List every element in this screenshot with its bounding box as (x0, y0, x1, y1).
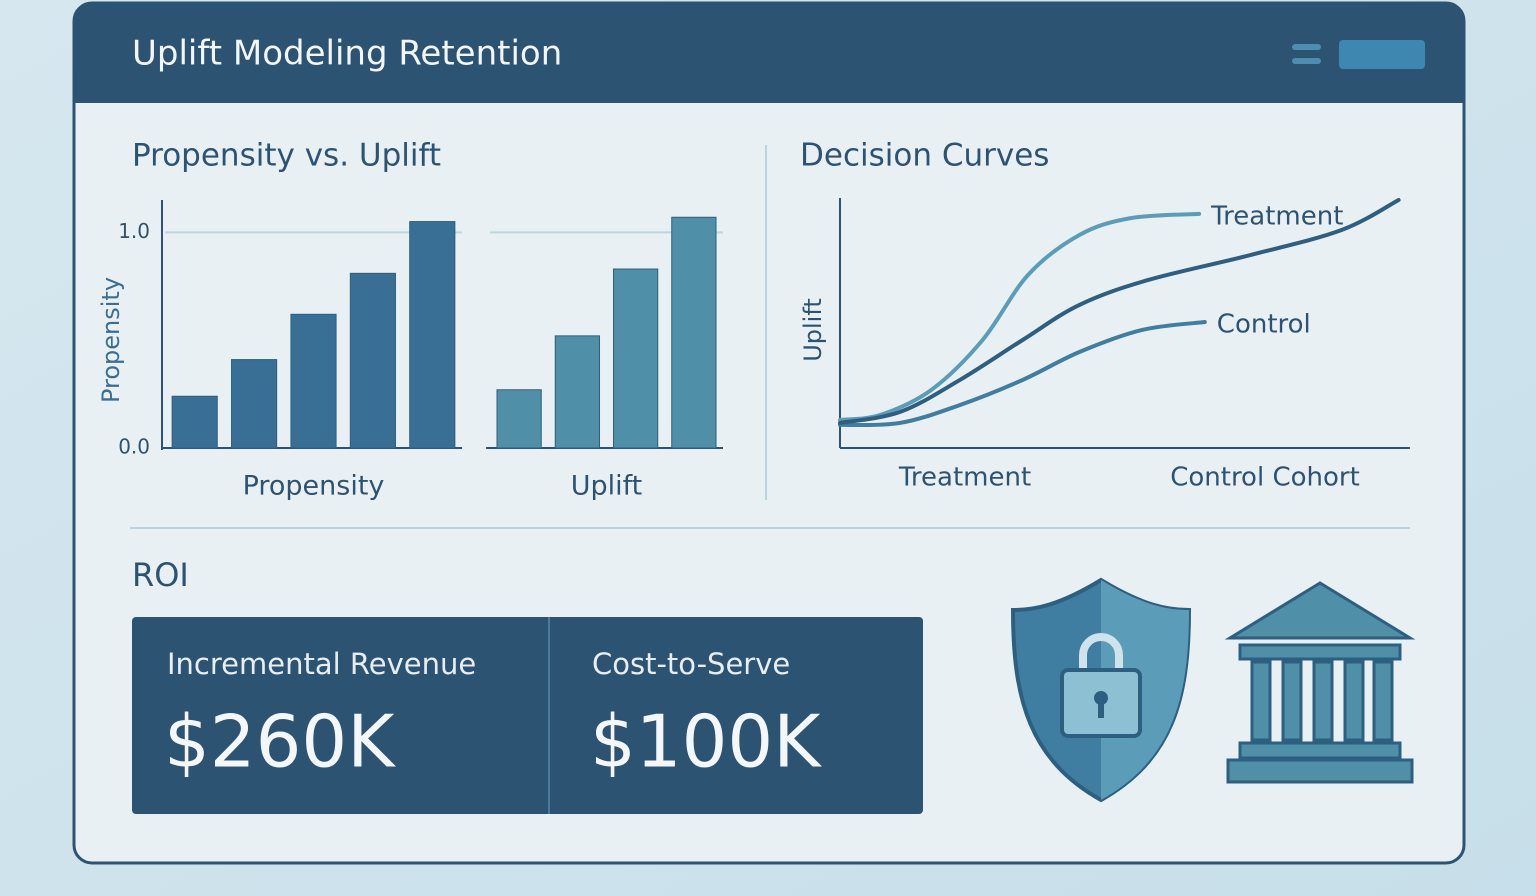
legend-label: Treatment (1210, 201, 1343, 231)
y-axis-label: Uplift (799, 298, 827, 362)
shield-icon (1010, 577, 1192, 803)
bar (409, 221, 456, 449)
y-axis-label: Propensity (97, 277, 125, 403)
bar (612, 268, 659, 449)
kpi-label: Incremental Revenue (167, 647, 476, 681)
bar (554, 335, 601, 449)
kpi-value: $100K (590, 700, 822, 784)
chart-title: Propensity vs. Uplift (132, 138, 441, 174)
kpi-value: $260K (164, 700, 396, 784)
section-title: ROI (132, 556, 189, 594)
bar (496, 389, 542, 449)
kpi-label: Cost-to-Serve (592, 647, 790, 681)
bar (171, 395, 218, 449)
panel-label: Propensity (243, 471, 385, 502)
menu-icon[interactable] (1292, 44, 1321, 50)
menu-icon[interactable] (1292, 58, 1321, 64)
bar (671, 216, 717, 449)
bar (349, 272, 396, 449)
panel-label: Uplift (571, 471, 643, 502)
line-series (838, 198, 1401, 425)
roi-card (132, 617, 923, 814)
line-series (838, 320, 1207, 428)
header-title: Uplift Modeling Retention (132, 34, 562, 74)
bar (231, 359, 278, 449)
bank-icon (1224, 581, 1416, 784)
header-bar (74, 3, 1464, 103)
chart-title: Decision Curves (800, 138, 1049, 174)
header-button[interactable] (1339, 40, 1425, 69)
y-tick-label: 1.0 (118, 219, 150, 243)
x-axis-label: Control Cohort (1170, 463, 1360, 493)
y-tick-label: 0.0 (118, 435, 150, 459)
bar (290, 313, 337, 449)
x-axis-label: Treatment (898, 463, 1031, 493)
line-series (838, 211, 1202, 422)
legend-label: Control (1217, 310, 1311, 340)
